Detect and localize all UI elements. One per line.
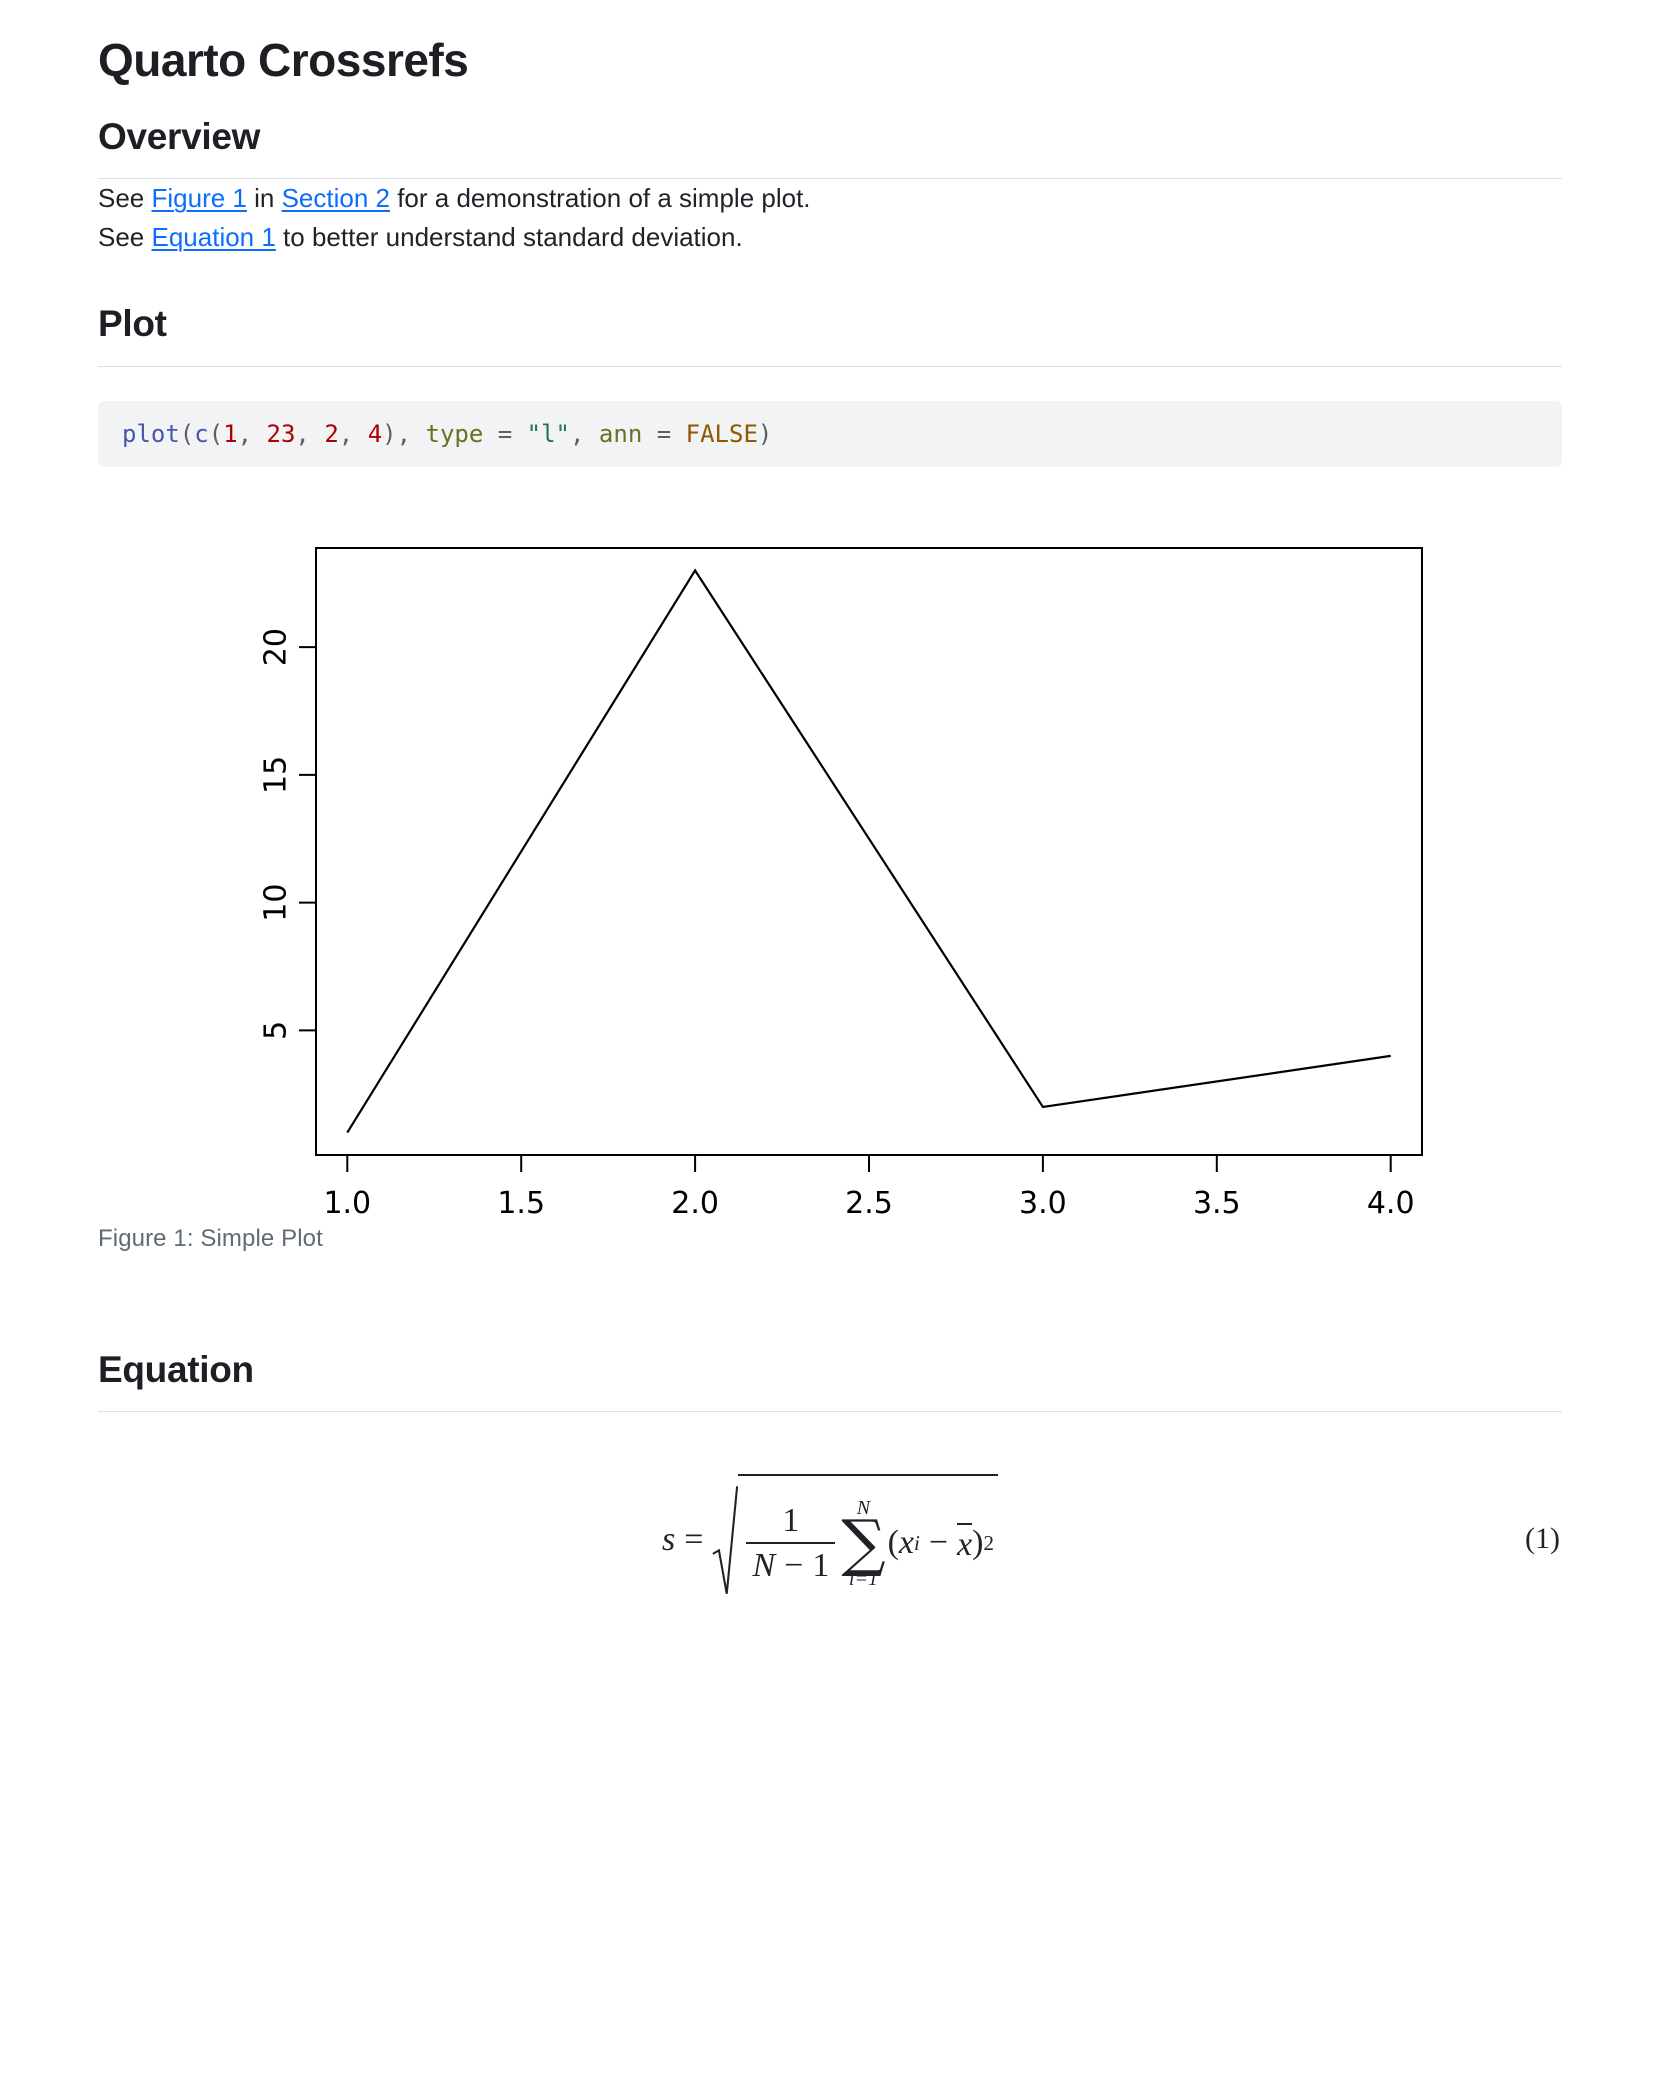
plot-box-border xyxy=(315,547,1423,1156)
section-equation: Equation xyxy=(98,1347,1562,1413)
code-block-r[interactable]: plot(c(1, 23, 2, 4), type = "l", ann = F… xyxy=(98,400,1562,467)
code-token-number: 2 xyxy=(324,419,339,448)
section-heading-overview: Overview xyxy=(98,116,261,158)
eq-sqrt: 1 N −1 N ∑ i=1 ( x i − xyxy=(712,1474,998,1606)
x-tick-label: 1.5 xyxy=(497,1186,545,1221)
document-content: Quarto Crossrefs Overview See Figure 1 i… xyxy=(98,0,1562,1624)
eq-x-subscript-i: i xyxy=(914,1530,920,1555)
code-token-operator: = xyxy=(642,419,686,448)
code-token-function: c xyxy=(194,419,209,448)
y-tick-label: 10 xyxy=(259,884,294,922)
code-token-constant: FALSE xyxy=(685,419,758,448)
eq-denominator-minus: − xyxy=(784,1547,804,1585)
code-token-punctuation: , xyxy=(570,419,599,448)
x-tick-label: 4.0 xyxy=(1367,1186,1415,1221)
figure-caption: Figure 1: Simple Plot xyxy=(98,1225,323,1252)
x-tick-label: 2.5 xyxy=(845,1186,893,1221)
equation-standard-deviation: s = 1 N −1 N ∑ xyxy=(662,1474,998,1606)
y-tick-label: 5 xyxy=(259,1021,294,1040)
code-token-punctuation: , xyxy=(338,419,368,448)
x-tick-label: 2.0 xyxy=(671,1186,719,1221)
code-token-punctuation: ) xyxy=(382,419,397,448)
overview-paragraph-2: See Equation 1 to better understand stan… xyxy=(98,218,1562,257)
plot-svg: 1.0 1.5 2.0 2.5 3.0 3.5 4.0 5 10 15 20 xyxy=(259,547,1423,1221)
y-tick-label: 15 xyxy=(259,756,294,794)
section-heading-plot: Plot xyxy=(98,303,167,345)
section-overview: Overview xyxy=(98,114,1562,180)
figure-simple-plot: 1.0 1.5 2.0 2.5 3.0 3.5 4.0 5 10 15 20 Figure 1: … xyxy=(98,525,1562,1285)
code-token-punctuation: , xyxy=(396,419,426,448)
eq-lhs-s: s xyxy=(662,1521,676,1559)
code-token-number: 4 xyxy=(367,419,383,448)
section-plot: Plot xyxy=(98,301,1562,367)
eq-denominator-N: N xyxy=(752,1547,776,1585)
code-token-string: "l" xyxy=(526,419,571,448)
link-figure-1[interactable]: Figure 1 xyxy=(151,183,247,214)
eq-denominator-one: 1 xyxy=(812,1547,830,1585)
equation-row: s = 1 N −1 N ∑ xyxy=(98,1474,1562,1624)
code-token-punctuation: ) xyxy=(757,419,773,448)
sigma-icon: ∑ xyxy=(841,1505,886,1579)
eq-x-base: x xyxy=(898,1524,915,1562)
code-token-number: 1 xyxy=(223,419,238,448)
eq-x-bar: x xyxy=(957,1522,973,1564)
section-heading-equation: Equation xyxy=(98,1349,254,1390)
x-axis: 1.0 1.5 2.0 2.5 3.0 3.5 4.0 xyxy=(323,1155,1415,1221)
eq-radicand: 1 N −1 N ∑ i=1 ( x i − xyxy=(738,1474,998,1606)
plot-data-line xyxy=(346,568,1391,1134)
overview-p1-text-mid: in xyxy=(246,183,282,214)
section-divider-equation xyxy=(98,1411,1562,1413)
section-divider-overview xyxy=(98,178,1562,180)
code-token-argument: ann xyxy=(598,419,643,448)
eq-fraction: 1 N −1 xyxy=(746,1501,836,1585)
code-token-punctuation: , xyxy=(295,419,325,448)
code-token-function: plot xyxy=(122,419,180,448)
x-tick-label: 1.0 xyxy=(323,1186,371,1221)
overview-p1-text-post: for a demonstration of a simple plot. xyxy=(389,183,811,214)
eq-sum-upper-limit: N xyxy=(856,1496,871,1519)
plot-panel xyxy=(315,547,1423,1156)
x-tick-label: 3.0 xyxy=(1019,1186,1067,1221)
eq-summation: N ∑ i=1 xyxy=(841,1498,885,1589)
equation-number: (1) xyxy=(1525,1522,1560,1556)
overview-p2-text-pre: See xyxy=(98,222,152,253)
code-token-argument: type xyxy=(425,419,484,448)
eq-minus-sign: − xyxy=(928,1524,949,1562)
x-tick-label: 3.5 xyxy=(1193,1186,1241,1221)
code-token-punctuation: , xyxy=(237,419,267,448)
section-divider-plot xyxy=(98,365,1562,367)
eq-sum-lower-limit: i=1 xyxy=(848,1567,878,1590)
code-token-punctuation: ( xyxy=(208,419,224,448)
page-title: Quarto Crossrefs xyxy=(98,34,469,86)
y-tick-label: 20 xyxy=(259,628,294,666)
eq-equals-sign: = xyxy=(684,1521,704,1559)
overview-paragraph-1: See Figure 1 in Section 2 for a demonstr… xyxy=(98,179,1562,218)
code-token-operator: = xyxy=(483,419,527,448)
overview-p1-text-pre: See xyxy=(98,183,152,214)
eq-open-paren: ( xyxy=(887,1524,899,1562)
code-tokens: plot(c(1, 23, 2, 4), type = "l", ann = F… xyxy=(122,420,772,448)
eq-fraction-denominator: N −1 xyxy=(746,1542,836,1585)
eq-exponent-two: 2 xyxy=(983,1530,994,1555)
y-axis: 5 10 15 20 xyxy=(259,628,316,1040)
link-equation-1[interactable]: Equation 1 xyxy=(151,222,276,253)
eq-fraction-numerator: 1 xyxy=(782,1501,800,1539)
link-section-2[interactable]: Section 2 xyxy=(281,183,390,214)
eq-close-paren: ) xyxy=(972,1524,984,1562)
code-token-punctuation: ( xyxy=(179,419,195,448)
sqrt-radical-icon xyxy=(712,1486,739,1595)
equation-center-wrapper: s = 1 N −1 N ∑ xyxy=(98,1474,1562,1606)
code-token-number: 23 xyxy=(266,419,296,448)
overview-p2-text-post: to better understand standard deviation. xyxy=(275,222,743,253)
code-block-content: plot(c(1, 23, 2, 4), type = "l", ann = F… xyxy=(122,418,1538,450)
